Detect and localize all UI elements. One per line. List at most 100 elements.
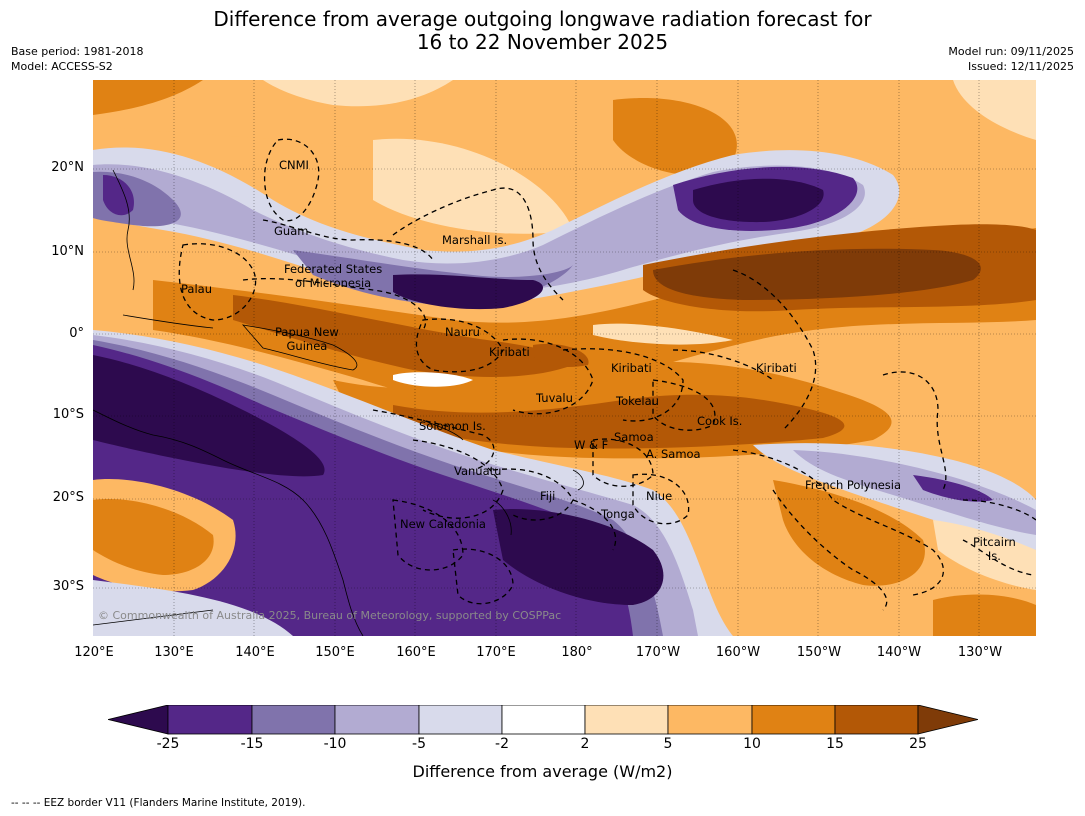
colorbar-tick-6: 2 (580, 736, 590, 752)
lon-label-180: 180° (561, 645, 593, 660)
anomaly-fp-mid (793, 450, 1036, 535)
colorbar-tick-8: 10 (743, 736, 761, 752)
region-label-pitcairn-line2: Is. (987, 549, 1001, 563)
region-label-tuvalu: Tuvalu (536, 391, 573, 405)
anomaly-hawaii-dark (693, 178, 824, 223)
region-label-kiribati-central: Kiribati (611, 361, 652, 375)
anomaly-aus-dark (93, 355, 325, 477)
colorbar-bin-2 (251, 704, 336, 735)
map-canvas (93, 80, 1036, 636)
colorbar-bin-8 (751, 704, 836, 735)
lat-label-10s: 10°S (52, 407, 84, 422)
anomaly-nc-pale (373, 138, 573, 234)
lon-label-120e: 120°E (74, 645, 114, 660)
lon-label-140w: 140°W (876, 645, 922, 660)
lon-label-160e: 160°E (396, 645, 436, 660)
region-label-palau: Palau (181, 282, 212, 296)
colorbar-tick-7: 5 (663, 736, 673, 752)
lat-label-20n: 20°N (51, 160, 84, 175)
colorbar-title: Difference from average (W/m2) (412, 762, 673, 781)
base-period: Base period: 1981-2018 (11, 45, 144, 58)
region-label-cook: Cook Is. (697, 414, 743, 428)
anomaly-solomon-white (393, 372, 473, 387)
region-label-cnmi: CNMI (279, 158, 309, 172)
colorbar (107, 704, 979, 739)
eez-borders (178, 138, 1036, 611)
colorbar-bin-5 (501, 704, 586, 735)
lon-label-170e: 170°E (476, 645, 516, 660)
colorbar-tick-9: 15 (826, 736, 844, 752)
colorbar-tick-1: -25 (156, 736, 180, 752)
anomaly-n-orange (613, 98, 737, 175)
region-label-solomon: Solomon Is. (419, 419, 486, 433)
gridlines (93, 80, 1036, 636)
anomaly-nw-orange (93, 80, 203, 115)
region-label-kiribati-east: Kiribati (756, 361, 797, 375)
colorbar-bin-7 (667, 704, 753, 735)
region-label-png-line2: Guinea (286, 339, 328, 353)
anomaly-sw-darkorange (93, 499, 214, 575)
region-label-fsm: Federated States of Micronesia (284, 262, 382, 290)
lon-label-130e: 130°E (154, 645, 194, 660)
colorbar-high-extend (917, 704, 979, 735)
anomaly-north-pale (263, 80, 453, 107)
lon-label-170w: 170°W (635, 645, 681, 660)
chart-title: Difference from average outgoing longwav… (0, 8, 1085, 54)
lat-label-10n: 10°N (51, 244, 84, 259)
region-label-niue: Niue (646, 489, 673, 503)
anomaly-sw-light (93, 580, 293, 636)
region-label-tonga: Tonga (601, 507, 635, 521)
region-label-pitcairn-line1: Pitcairn (973, 535, 1016, 549)
colorbar-tick-5: -2 (495, 736, 509, 752)
anomaly-png-brown (233, 295, 573, 377)
colorbar-tick-2: -15 (240, 736, 264, 752)
colorbar-tick-3: -10 (323, 736, 347, 752)
coastlines (93, 169, 584, 636)
region-label-pitcairn: Pitcairn Is. (973, 535, 1016, 563)
meta-left: Base period: 1981-2018 Model: ACCESS-S2 (11, 44, 143, 74)
lon-label-160w: 160°W (715, 645, 761, 660)
issued-date: Issued: 12/11/2025 (967, 60, 1074, 73)
forecast-map (93, 80, 1036, 636)
lon-label-140e: 140°E (235, 645, 275, 660)
anomaly-fp-dark (913, 475, 993, 502)
lon-label-130w: 130°W (957, 645, 1003, 660)
anomaly-spcz-brown (393, 394, 845, 449)
region-label-tokelau: Tokelau (616, 394, 659, 408)
region-label-french-polynesia: French Polynesia (805, 478, 902, 492)
colorbar-low-extend (107, 704, 169, 735)
title-line-1: Difference from average outgoing longwav… (213, 7, 872, 31)
region-label-marshall: Marshall Is. (442, 233, 508, 247)
region-label-american-samoa: A. Samoa (646, 447, 701, 461)
meta-right: Model run: 09/11/2025 Issued: 12/11/2025 (948, 44, 1074, 74)
colorbar-bin-4 (418, 704, 503, 735)
region-label-guam: Guam (274, 224, 309, 238)
region-label-wallis-futuna: W & F (574, 438, 609, 452)
region-label-samoa: Samoa (614, 430, 654, 444)
lat-label-30s: 30°S (52, 579, 84, 594)
anomaly-tonga-dark (493, 509, 664, 605)
eez-footnote: -- -- -- EEZ border V11 (Flanders Marine… (11, 797, 306, 809)
colorbar-bin-6 (584, 704, 669, 735)
anomaly-se-orange (773, 480, 925, 586)
region-label-fsm-line2: of Micronesia (294, 276, 372, 290)
anomaly-n-band-mid (93, 164, 865, 293)
colorbar-bin-1 (167, 704, 253, 735)
lon-label-150w: 150°W (796, 645, 842, 660)
copyright-notice: © Commonwealth of Australia 2025, Bureau… (98, 609, 562, 622)
anomaly-fsm-dark (393, 274, 543, 310)
lat-label-20s: 20°S (52, 490, 84, 505)
lon-label-150e: 150°E (315, 645, 355, 660)
model-run: Model run: 09/11/2025 (948, 45, 1074, 58)
anomaly-pitcairn-pale (933, 520, 1036, 590)
lat-label-0: 0° (69, 326, 84, 341)
anomaly-se-corner (933, 594, 1036, 636)
region-label-png: Papua New Guinea (275, 325, 339, 353)
colorbar-bin-3 (334, 704, 420, 735)
colorbar-tick-10: 25 (909, 736, 927, 752)
colorbar-tick-4: -5 (412, 736, 426, 752)
colorbar-bin-9 (834, 704, 919, 735)
title-line-2: 16 to 22 November 2025 (416, 30, 669, 54)
anomaly-ne-pale (953, 80, 1036, 140)
region-label-vanuatu: Vanuatu (454, 464, 502, 478)
